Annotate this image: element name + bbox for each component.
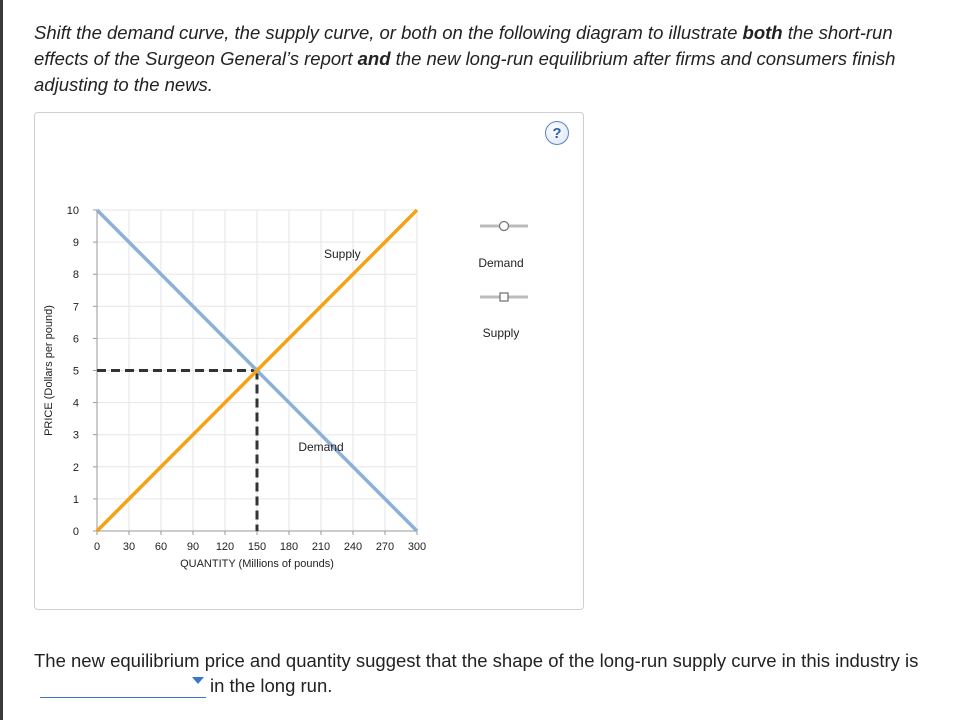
x-tick-label: 300 <box>408 541 426 553</box>
x-tick-label: 210 <box>312 541 330 553</box>
y-tick-label: 6 <box>73 333 79 345</box>
legend-supply-label: Supply <box>483 326 520 340</box>
y-tick-label: 5 <box>73 366 79 378</box>
x-tick-label: 150 <box>248 541 266 553</box>
demand-tool-circle-icon[interactable] <box>498 220 510 232</box>
y-tick-label: 1 <box>73 494 79 506</box>
left-border <box>0 0 3 720</box>
instructions-text-1: Shift the demand curve, the supply curve… <box>34 22 743 43</box>
supply-tool-square-icon[interactable] <box>499 292 509 302</box>
x-tick-label: 270 <box>376 541 394 553</box>
y-tick-label: 0 <box>73 526 79 538</box>
supply-shape-dropdown[interactable] <box>40 675 206 698</box>
instructions-bold-and: and <box>357 48 391 69</box>
x-tick-label: 30 <box>123 541 135 553</box>
y-tick-label: 9 <box>73 237 79 249</box>
y-tick-label: 3 <box>73 430 79 442</box>
y-tick-label: 8 <box>73 269 79 281</box>
y-tick-label: 2 <box>73 462 79 474</box>
graph-panel: 0 1 2 3 4 5 6 7 8 9 10 0 30 60 90 120 150 180 210 240 270 300… <box>34 112 584 610</box>
supply-curve[interactable] <box>95 208 419 533</box>
y-tick-label: 7 <box>73 301 79 313</box>
help-question-icon[interactable]: ? <box>545 121 569 145</box>
instructions-bold-both: both <box>742 22 783 43</box>
instructions-text-2: the short-run effects of the Surgeon Gen… <box>34 22 893 69</box>
supply-demand-chart[interactable]: 0 1 2 3 4 5 6 7 8 9 10 0 30 60 90 120 150 180 210 240 270 300… <box>35 113 583 609</box>
demand-curve-label: Demand <box>298 440 343 454</box>
instructions: Shift the demand curve, the supply curve… <box>34 20 939 98</box>
legend-demand-label: Demand <box>478 256 523 270</box>
x-tick-label: 240 <box>344 541 362 553</box>
x-tick-label: 180 <box>280 541 298 553</box>
y-tick-label: 10 <box>67 205 79 217</box>
instructions-text-3: the new long-run equilibrium after firms… <box>34 48 896 95</box>
y-axis-title: PRICE (Dollars per pound) <box>43 305 55 436</box>
question: The new equilibrium price and quantity s… <box>34 648 944 698</box>
question-text-after: in the long run. <box>210 675 333 696</box>
x-axis-title: QUANTITY (Millions of pounds) <box>180 558 334 570</box>
supply-curve-label: Supply <box>324 247 361 261</box>
question-text-before: The new equilibrium price and quantity s… <box>34 650 919 671</box>
x-tick-label: 90 <box>187 541 199 553</box>
y-tick-label: 4 <box>73 398 79 410</box>
dropdown-caret-icon[interactable] <box>192 677 204 684</box>
x-tick-label: 120 <box>216 541 234 553</box>
x-tick-label: 0 <box>94 541 100 553</box>
x-tick-label: 60 <box>155 541 167 553</box>
